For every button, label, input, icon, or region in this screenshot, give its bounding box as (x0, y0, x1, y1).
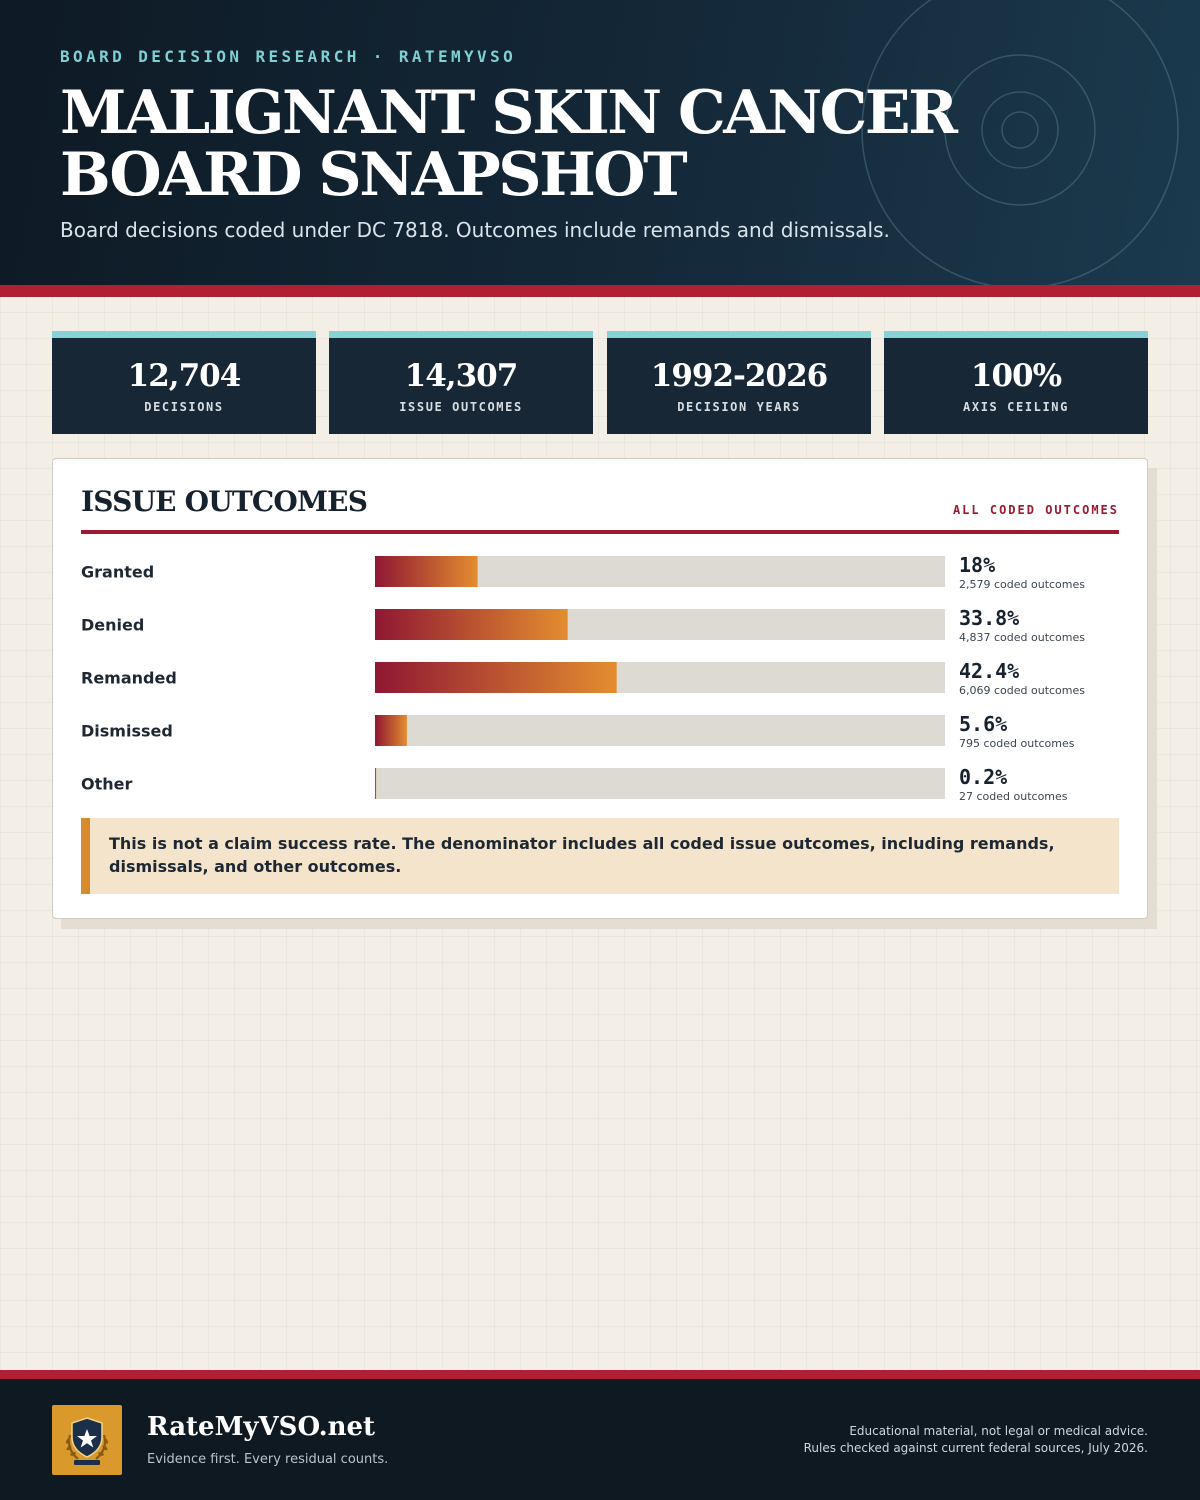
category-label: Denied (81, 616, 144, 635)
bar-track (375, 715, 945, 746)
denominator-note: This is not a claim success rate. The de… (81, 818, 1119, 894)
stat-card-issue-outcomes: 14,307 ISSUE OUTCOMES (329, 331, 593, 434)
category-label: Dismissed (81, 722, 173, 741)
count-label: 6,069 coded outcomes (959, 684, 1085, 697)
panel-rule (81, 530, 1119, 534)
stat-card-decisions: 12,704 DECISIONS (52, 331, 316, 434)
stat-label: DECISION YEARS (677, 400, 801, 414)
page-footer: RateMyVSO.net Evidence first. Every resi… (0, 1379, 1200, 1500)
category-label: Other (81, 775, 132, 794)
stat-label: DECISIONS (144, 400, 224, 414)
value-label: 33.8% (959, 606, 1019, 630)
panel-title: ISSUE OUTCOMES (81, 485, 368, 518)
count-label: 4,837 coded outcomes (959, 631, 1085, 644)
bar-other (375, 768, 377, 799)
disclaimer-line: Educational material, not legal or medic… (849, 1424, 1148, 1438)
shield-star-laurel-icon (52, 1405, 122, 1475)
brand-tagline: Evidence first. Every residual counts. (147, 1452, 389, 1467)
stat-value: 100% (970, 358, 1062, 394)
disclaimer: Educational material, not legal or medic… (804, 1423, 1148, 1457)
issue-outcomes-panel: ISSUE OUTCOMES ALL CODED OUTCOMES Grante… (52, 458, 1148, 919)
value-label: 5.6% (959, 712, 1007, 736)
value-label: 0.2% (959, 765, 1007, 789)
count-label: 27 coded outcomes (959, 790, 1068, 803)
stat-card-decision-years: 1992-2026 DECISION YEARS (607, 331, 871, 434)
count-label: 2,579 coded outcomes (959, 578, 1085, 591)
bar-track (375, 768, 945, 799)
stat-value: 14,307 (404, 358, 519, 394)
stat-label: AXIS CEILING (963, 400, 1069, 414)
panel-tag: ALL CODED OUTCOMES (952, 503, 1119, 517)
page-header: BOARD DECISION RESEARCH · RATEMYVSO MALI… (0, 0, 1200, 285)
brand-name: RateMyVSO.net (147, 1412, 376, 1442)
eyebrow-label: BOARD DECISION RESEARCH · RATEMYVSO (60, 47, 517, 66)
value-label: 42.4% (959, 659, 1019, 683)
issue-outcomes-chart: Granted 18%2,579 coded outcomes Denied 33.8… (81, 553, 1085, 803)
value-label: 18% (959, 553, 995, 577)
header-divider (0, 285, 1200, 297)
footer-divider (0, 1370, 1200, 1379)
stat-value: 12,704 (127, 358, 242, 394)
stats-row: 12,704 DECISIONS 14,307 ISSUE OUTCOMES 1… (52, 331, 1148, 434)
bar-dismissed (375, 715, 407, 746)
decorative-rings-icon (861, 0, 1179, 285)
bar-denied (375, 609, 568, 640)
stat-value: 1992-2026 (650, 358, 828, 394)
stat-card-axis-ceiling: 100% AXIS CEILING (884, 331, 1148, 434)
count-label: 795 coded outcomes (959, 737, 1075, 750)
bar-granted (375, 556, 478, 587)
disclaimer-line: Rules checked against current federal so… (803, 1441, 1148, 1455)
category-label: Remanded (81, 669, 177, 688)
category-label: Granted (81, 563, 154, 582)
page-subtitle: Board decisions coded under DC 7818. Out… (60, 218, 890, 242)
bar-remanded (375, 662, 617, 693)
stat-label: ISSUE OUTCOMES (399, 400, 523, 414)
page-title: MALIGNANT SKIN CANCER BOARD SNAPSHOT (60, 78, 958, 210)
